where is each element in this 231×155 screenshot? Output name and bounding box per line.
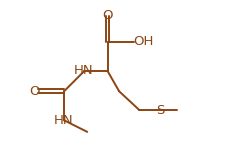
Text: S: S — [156, 104, 165, 117]
Text: O: O — [29, 85, 40, 98]
Text: HN: HN — [54, 114, 73, 127]
Text: OH: OH — [133, 35, 153, 49]
Text: HN: HN — [74, 64, 93, 78]
Text: O: O — [102, 9, 113, 22]
